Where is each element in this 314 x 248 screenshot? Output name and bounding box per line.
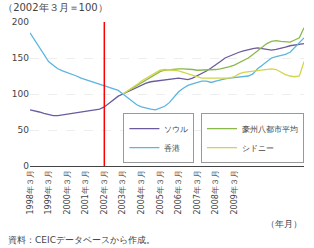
svg-text:2006年３月: 2006年３月: [174, 170, 183, 214]
svg-text:（2002年３月＝100）: （2002年３月＝100）: [3, 2, 108, 13]
svg-text:ソウル: ソウル: [164, 125, 188, 134]
svg-text:50: 50: [18, 125, 30, 135]
svg-text:2000年３月: 2000年３月: [63, 170, 72, 214]
svg-text:0: 0: [23, 161, 29, 171]
svg-text:150: 150: [12, 53, 29, 63]
svg-text:香港: 香港: [164, 144, 180, 153]
svg-text:2004年３月: 2004年３月: [137, 170, 146, 214]
svg-text:シドニー: シドニー: [242, 144, 274, 153]
svg-text:（年月）: （年月）: [266, 219, 302, 229]
svg-text:2002年３月: 2002年３月: [100, 170, 109, 214]
svg-text:2009年３月: 2009年３月: [230, 170, 239, 214]
svg-text:資料：CEICデータベースから作成。: 資料：CEICデータベースから作成。: [8, 235, 155, 245]
svg-text:1998年３月: 1998年３月: [26, 170, 35, 214]
svg-text:2008年３月: 2008年３月: [211, 170, 220, 214]
svg-text:2007年３月: 2007年３月: [193, 170, 202, 214]
svg-text:2001年３月: 2001年３月: [81, 170, 90, 214]
svg-text:2003年３月: 2003年３月: [118, 170, 127, 214]
svg-text:100: 100: [12, 89, 29, 99]
svg-text:1999年３月: 1999年３月: [44, 170, 53, 214]
svg-text:豪州八都市平均: 豪州八都市平均: [242, 125, 298, 134]
svg-text:2005年３月: 2005年３月: [156, 170, 165, 214]
svg-text:200: 200: [12, 17, 29, 27]
